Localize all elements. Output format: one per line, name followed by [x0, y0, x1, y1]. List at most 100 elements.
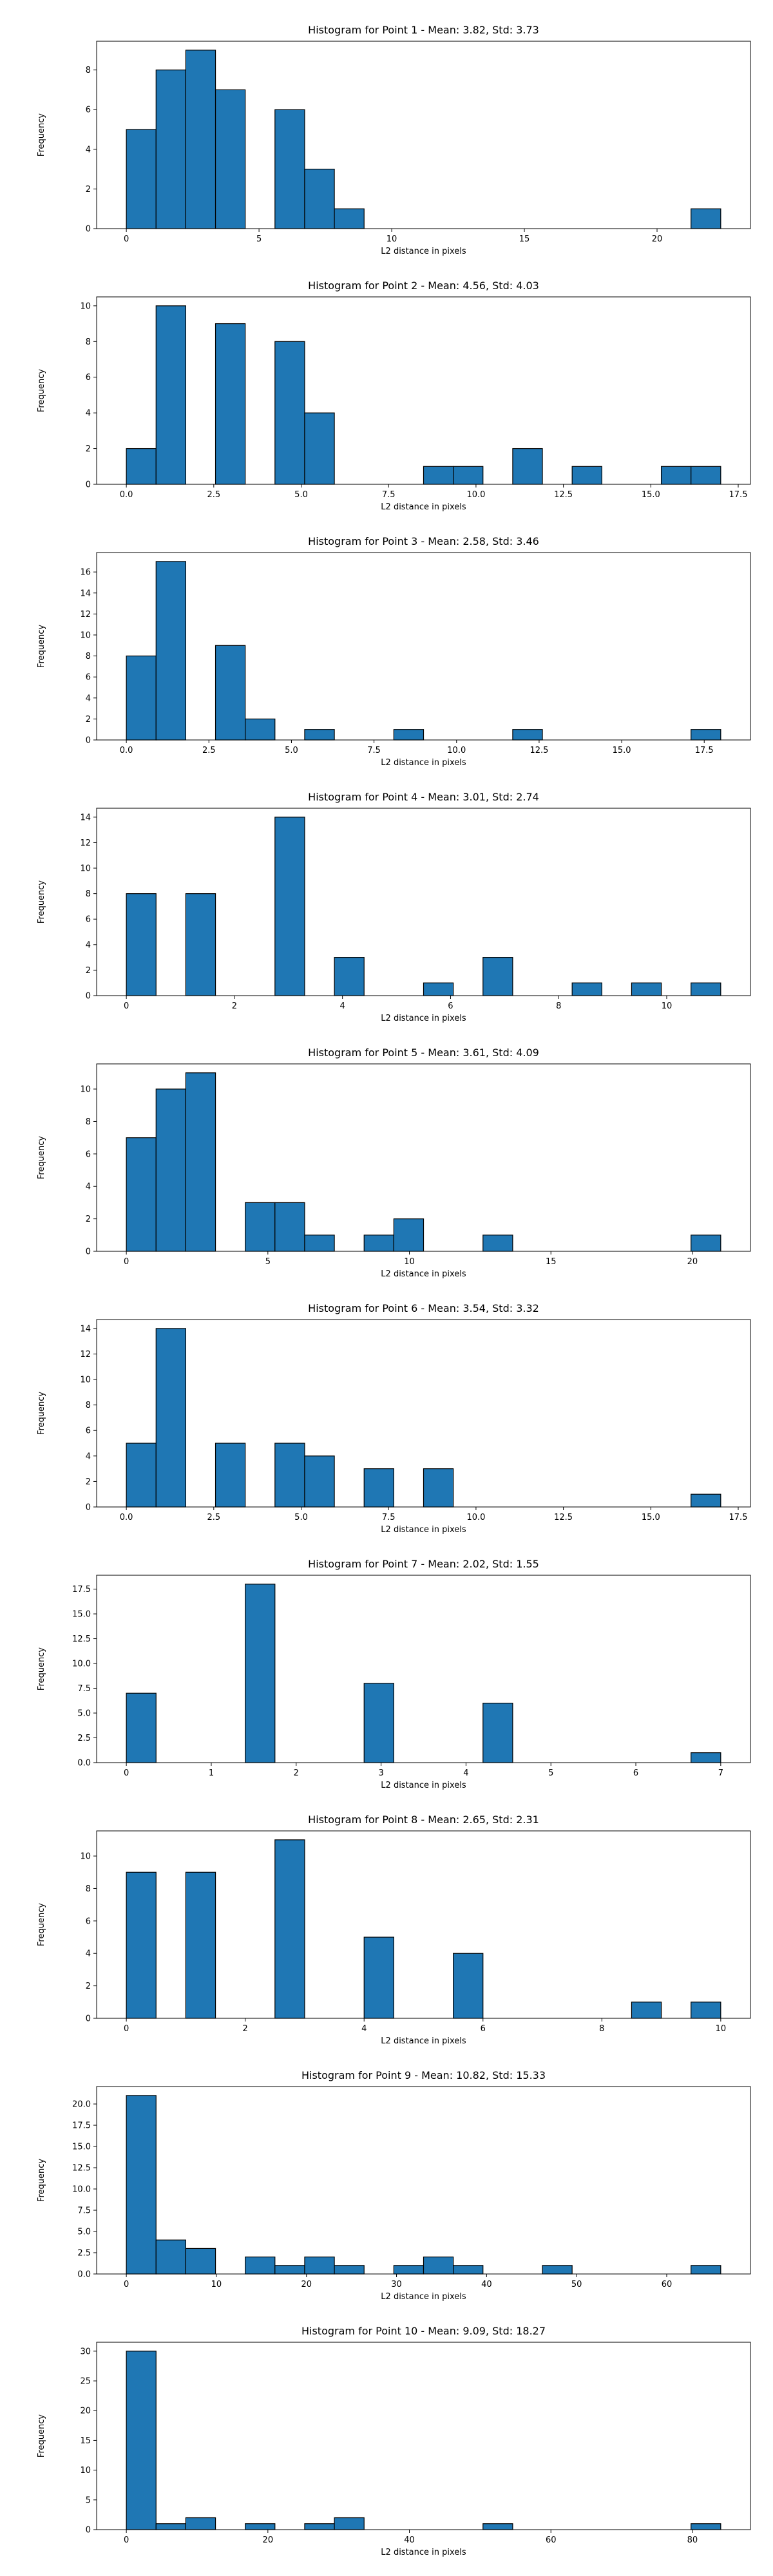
histogram-bar — [423, 982, 454, 996]
y-tick-label: 0.0 — [77, 2270, 91, 2280]
y-tick-label: 2 — [86, 185, 91, 194]
histogram-bar — [304, 169, 335, 229]
x-tick-label: 0 — [124, 1001, 129, 1011]
y-tick-label: 2 — [86, 1215, 91, 1224]
histogram-bar — [245, 2523, 276, 2530]
x-tick-label: 2.5 — [207, 490, 220, 500]
histogram-bar — [215, 323, 246, 485]
x-axis-label: L2 distance in pixels — [381, 2036, 466, 2046]
y-tick-label: 0 — [86, 736, 91, 746]
histogram-bar — [274, 817, 305, 996]
chart-title: Histogram for Point 8 - Mean: 2.65, Std:… — [308, 1814, 539, 1826]
histogram-bar — [274, 1202, 305, 1252]
y-tick-label: 0 — [86, 1503, 91, 1513]
histogram-bar — [215, 89, 246, 229]
x-tick-label: 12.5 — [530, 746, 548, 755]
histogram-bar — [691, 982, 721, 996]
x-tick-label: 40 — [404, 2535, 415, 2545]
y-tick-label: 0 — [86, 992, 91, 1001]
histogram-bar — [423, 2257, 454, 2275]
histogram-panel-3: Histogram for Point 3 - Mean: 2.58, Std:… — [37, 535, 751, 768]
histogram-bar — [423, 466, 454, 485]
histogram-bar — [512, 448, 543, 485]
y-tick-label: 6 — [86, 1426, 91, 1436]
x-tick-label: 0 — [124, 1257, 129, 1267]
x-tick-label: 0 — [124, 2535, 129, 2545]
plot-frame — [96, 1830, 751, 2019]
histogram-bar — [274, 1443, 305, 1508]
y-tick-label: 15.0 — [72, 2143, 91, 2152]
x-axis-label: L2 distance in pixels — [381, 1014, 466, 1023]
y-tick-label: 12.5 — [72, 2164, 91, 2174]
x-tick-label: 50 — [571, 2280, 582, 2289]
histogram-bar — [304, 2257, 335, 2275]
histogram-bar — [453, 2265, 484, 2275]
x-tick-label: 0 — [124, 2280, 129, 2289]
x-tick-label: 12.5 — [554, 1513, 573, 1522]
histogram-bar — [274, 341, 305, 485]
x-tick-label: 30 — [391, 2280, 402, 2289]
y-tick-label: 5.0 — [77, 2228, 91, 2237]
histogram-bar — [126, 1137, 157, 1252]
y-tick-label: 10 — [80, 630, 91, 640]
y-tick-label: 0 — [86, 225, 91, 234]
plot-frame — [96, 808, 751, 996]
y-tick-label: 2 — [86, 715, 91, 724]
histogram-bar — [185, 1871, 216, 2019]
y-tick-label: 12 — [80, 1350, 91, 1359]
histogram-bar — [691, 208, 721, 229]
x-tick-label: 20 — [263, 2535, 274, 2545]
y-axis-label: Frequency — [37, 625, 46, 668]
y-tick-label: 17.5 — [72, 2121, 91, 2131]
histogram-bar — [691, 1493, 721, 1508]
x-tick-label: 20 — [652, 234, 663, 244]
y-axis-label: Frequency — [37, 113, 46, 156]
x-tick-label: 2 — [294, 1768, 299, 1778]
chart-title: Histogram for Point 4 - Mean: 3.01, Std:… — [308, 791, 539, 803]
x-tick-label: 17.5 — [729, 1513, 748, 1522]
histogram-panel-5: Histogram for Point 5 - Mean: 3.61, Std:… — [37, 1046, 751, 1279]
y-tick-label: 14 — [80, 1324, 91, 1334]
histogram-bar — [155, 1328, 187, 1508]
y-tick-label: 12 — [80, 610, 91, 620]
histogram-bar — [126, 2095, 157, 2275]
x-tick-label: 17.5 — [729, 490, 748, 500]
plot-frame — [96, 1063, 751, 1252]
x-axis-label: L2 distance in pixels — [381, 2548, 466, 2557]
y-axis-label: Frequency — [37, 369, 46, 412]
y-tick-label: 8 — [86, 1884, 91, 1894]
y-tick-label: 4 — [86, 1182, 91, 1192]
y-tick-label: 5 — [86, 2496, 91, 2505]
histogram-bar — [185, 893, 216, 996]
y-tick-label: 25 — [80, 2377, 91, 2387]
histogram-bar — [571, 982, 602, 996]
y-tick-label: 12 — [80, 838, 91, 848]
histogram-bar — [126, 448, 157, 485]
y-tick-label: 6 — [86, 106, 91, 115]
histogram-bar — [245, 1584, 276, 1763]
x-tick-label: 2 — [243, 2024, 248, 2034]
histogram-bar — [423, 1468, 454, 1508]
histogram-bar — [245, 718, 276, 741]
x-tick-label: 0 — [124, 2024, 129, 2034]
y-tick-label: 5.0 — [77, 1709, 91, 1719]
y-tick-label: 2 — [86, 1982, 91, 1991]
x-tick-label: 20 — [301, 2280, 312, 2289]
histogram-bar — [691, 2265, 721, 2275]
x-tick-label: 6 — [481, 2024, 486, 2034]
x-tick-label: 4 — [340, 1001, 345, 1011]
histogram-bar — [482, 2523, 513, 2530]
histogram-bar — [542, 2265, 573, 2275]
x-tick-label: 4 — [463, 1768, 468, 1778]
x-tick-label: 10 — [386, 234, 397, 244]
y-tick-label: 16 — [80, 568, 91, 578]
histogram-bar — [334, 208, 365, 229]
chart-title: Histogram for Point 7 - Mean: 2.02, Std:… — [308, 1558, 539, 1570]
x-tick-label: 7.5 — [367, 746, 381, 755]
histogram-bar — [631, 982, 662, 996]
histogram-bar — [691, 729, 721, 741]
histogram-bar — [215, 1443, 246, 1508]
x-tick-label: 0.0 — [120, 1513, 133, 1522]
plot-frame — [96, 552, 751, 741]
histogram-bar — [245, 2257, 276, 2275]
